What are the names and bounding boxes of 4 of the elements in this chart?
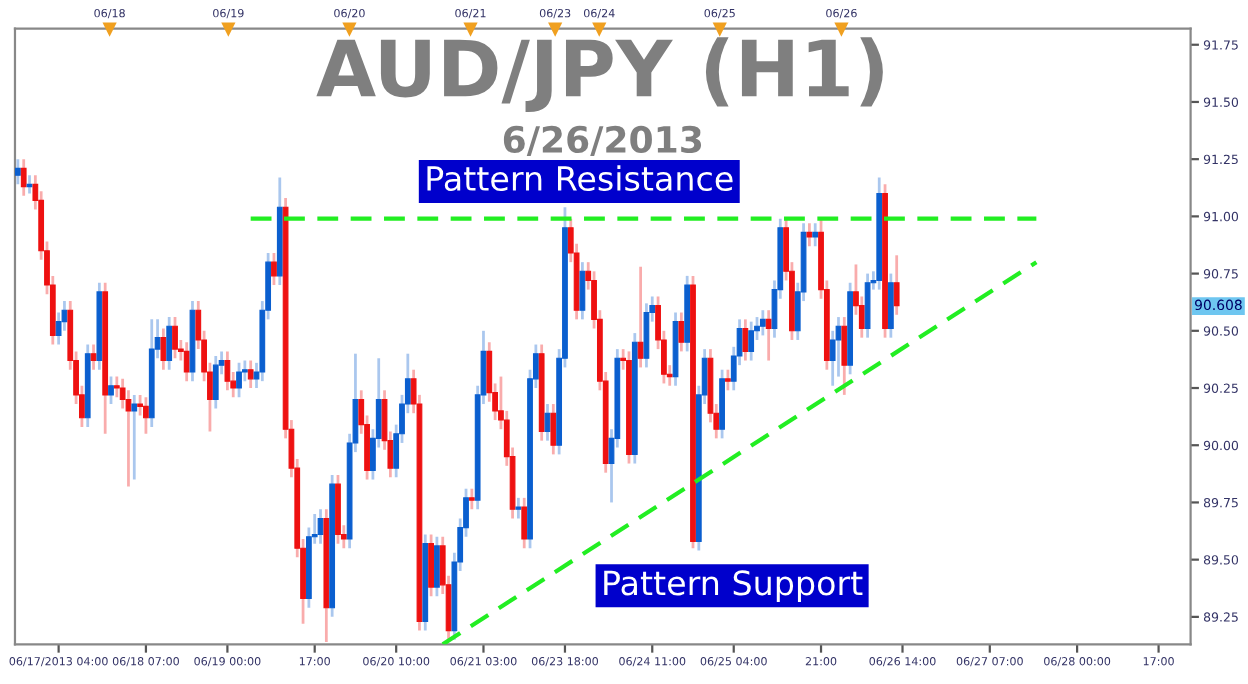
chart-title: AUD/JPY (H1) [316, 37, 883, 112]
annotation: Pattern Resistance [427, 165, 733, 192]
text: 6/26/2013 [503, 125, 702, 156]
annotation: Pattern Support [604, 570, 863, 602]
